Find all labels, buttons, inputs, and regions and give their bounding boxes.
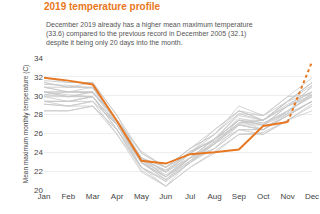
svg-text:30: 30 bbox=[34, 92, 43, 101]
svg-text:Oct: Oct bbox=[257, 192, 270, 201]
svg-text:December 2019 already has a hi: December 2019 already has a higher mean … bbox=[46, 21, 253, 29]
svg-text:Apr: Apr bbox=[111, 192, 124, 201]
svg-text:Feb: Feb bbox=[61, 192, 75, 201]
svg-text:(33.6) compared to the previou: (33.6) compared to the previous record i… bbox=[46, 30, 246, 38]
svg-text:34: 34 bbox=[34, 54, 43, 63]
svg-text:32: 32 bbox=[34, 73, 43, 82]
svg-text:May: May bbox=[134, 192, 149, 201]
svg-text:Dec: Dec bbox=[305, 192, 319, 201]
svg-text:despite it being only 20 days: despite it being only 20 days into the m… bbox=[46, 39, 183, 47]
svg-text:Mean maximum monthly temperatu: Mean maximum monthly temperature (C) bbox=[22, 65, 30, 183]
svg-text:28: 28 bbox=[34, 110, 43, 119]
svg-text:26: 26 bbox=[34, 129, 43, 138]
svg-text:24: 24 bbox=[34, 148, 43, 157]
svg-text:Mar: Mar bbox=[86, 192, 100, 201]
svg-text:22: 22 bbox=[34, 167, 43, 176]
svg-text:Jun: Jun bbox=[159, 192, 172, 201]
svg-text:Sep: Sep bbox=[232, 192, 247, 201]
svg-text:20: 20 bbox=[34, 186, 43, 195]
svg-text:2019 temperature profile: 2019 temperature profile bbox=[44, 1, 161, 12]
svg-text:Jul: Jul bbox=[185, 192, 195, 201]
svg-text:Aug: Aug bbox=[207, 192, 221, 201]
svg-text:Nov: Nov bbox=[281, 192, 295, 201]
svg-text:Jan: Jan bbox=[38, 192, 51, 201]
